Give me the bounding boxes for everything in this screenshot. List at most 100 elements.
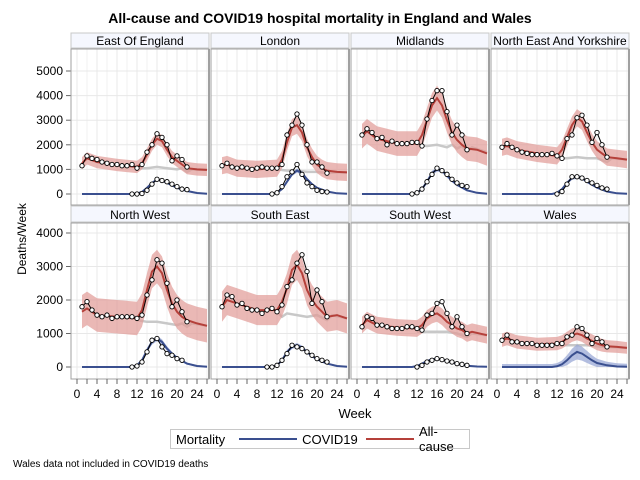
allcause-observed-point: [504, 140, 510, 147]
covid-observed-point: [179, 357, 185, 363]
allcause-observed-point: [134, 315, 140, 322]
covid-observed-point: [309, 352, 315, 358]
allcause-observed-point: [154, 257, 160, 263]
allcause-observed-point: [114, 314, 120, 320]
allcause-observed-point: [584, 122, 590, 128]
covid-observed-point: [179, 186, 185, 192]
allcause-observed-line: [81, 132, 188, 169]
panel-title: South West: [389, 208, 451, 222]
allcause-observed-point: [379, 134, 385, 141]
allcause-observed-point: [404, 140, 410, 147]
plot-area: [211, 49, 349, 205]
panel-header: [210, 32, 350, 49]
allcause-observed-point: [79, 304, 85, 310]
covid-observed-point: [284, 174, 290, 180]
covid-observed-point: [174, 355, 180, 362]
panel-title: London: [260, 34, 300, 48]
plot-area: [491, 223, 629, 379]
panel-title: South East: [251, 208, 310, 222]
x-tick-label: 24: [190, 387, 204, 401]
allcause-observed-point: [219, 304, 225, 310]
covid-observed-point: [429, 171, 435, 177]
covid-observed-point: [569, 174, 575, 180]
allcause-observed-point: [404, 324, 410, 330]
allcause-observed-point: [559, 340, 565, 347]
allcause-observed-point: [434, 88, 440, 94]
allcause-observed-point: [544, 342, 550, 348]
allcause-observed-point: [389, 325, 395, 332]
allcause-observed-point: [139, 312, 145, 318]
x-tick-label: 8: [254, 387, 261, 401]
covid-observed-point: [159, 177, 165, 184]
allcause-observed-point: [99, 159, 105, 165]
allcause-observed-point: [229, 164, 235, 170]
covid-observed-point: [319, 188, 325, 195]
allcause-observed-point: [364, 126, 370, 132]
allcause-observed-point: [409, 139, 415, 145]
allcause-observed-point: [124, 314, 130, 320]
allcause-observed-point: [504, 332, 510, 338]
panel-title: East Of England: [96, 34, 183, 48]
footnote: Wales data not included in COVID19 death…: [13, 459, 209, 470]
x-tick-label: 20: [310, 387, 324, 401]
covid-observed-point: [319, 357, 325, 363]
allcause-observed-point: [304, 268, 310, 275]
covid-observed-point: [299, 345, 305, 352]
covid-observed-point: [454, 360, 460, 367]
allcause-observed-point: [374, 322, 380, 328]
allcause-observed-point: [544, 151, 550, 158]
allcause-observed-point: [554, 153, 560, 159]
allcause-observed-point: [89, 155, 95, 161]
allcause-observed-point: [589, 340, 595, 347]
covid-observed-point: [434, 165, 440, 171]
legend-item-covid: COVID19: [239, 432, 358, 447]
covid-observed-point: [139, 190, 145, 197]
allcause-observed-point: [109, 315, 115, 322]
allcause-observed-point: [129, 314, 135, 320]
covid-observed-point: [149, 181, 155, 187]
panel-title: North West: [110, 208, 170, 222]
allcause-observed-point: [119, 314, 125, 320]
covid-observed-point: [409, 191, 415, 197]
allcause-observed-point: [559, 155, 565, 161]
allcause-observed-point: [514, 339, 520, 345]
allcause-observed-point: [179, 309, 185, 315]
allcause-observed-point: [279, 302, 285, 308]
x-tick-label: 12: [550, 387, 564, 401]
panel-header: [490, 32, 630, 49]
y-tick-label: 0: [56, 187, 63, 201]
covid-observed-point: [559, 188, 565, 195]
covid-observed-point: [279, 183, 285, 190]
allcause-observed-point: [539, 342, 545, 348]
covid-observed-point: [414, 364, 420, 370]
allcause-observed-point: [94, 312, 100, 318]
allcause-observed-point: [574, 324, 580, 330]
allcause-observed-point: [454, 314, 460, 320]
allcause-observed-point: [124, 163, 130, 169]
covid-observed-point: [294, 344, 300, 350]
x-tick-label: 20: [590, 387, 604, 401]
allcause-observed-point: [384, 324, 390, 330]
allcause-observed-point: [414, 325, 420, 332]
allcause-observed-point: [529, 340, 535, 347]
allcause-observed-point: [599, 142, 605, 148]
plot-area: [351, 223, 489, 379]
panel-header: [70, 32, 210, 49]
covid-observed-point: [554, 191, 560, 197]
panel-title: Midlands: [396, 34, 444, 48]
y-axis-label: Deaths/Week: [14, 203, 29, 275]
allcause-observed-point: [139, 161, 145, 168]
allcause-observed-point: [249, 166, 255, 173]
allcause-observed-point: [589, 139, 595, 145]
covid-observed-point: [449, 359, 455, 365]
covid-observed-point: [444, 171, 450, 177]
allcause-observed-point: [299, 122, 305, 128]
covid-observed-point: [269, 191, 275, 197]
y-tick-label: 3000: [36, 260, 63, 274]
x-tick-label: 12: [130, 387, 144, 401]
allcause-observed-point: [164, 142, 170, 148]
allcause-observed-point: [274, 165, 280, 171]
allcause-observed-point: [369, 315, 375, 322]
panel-header: [350, 205, 490, 223]
allcause-observed-point: [314, 287, 320, 293]
